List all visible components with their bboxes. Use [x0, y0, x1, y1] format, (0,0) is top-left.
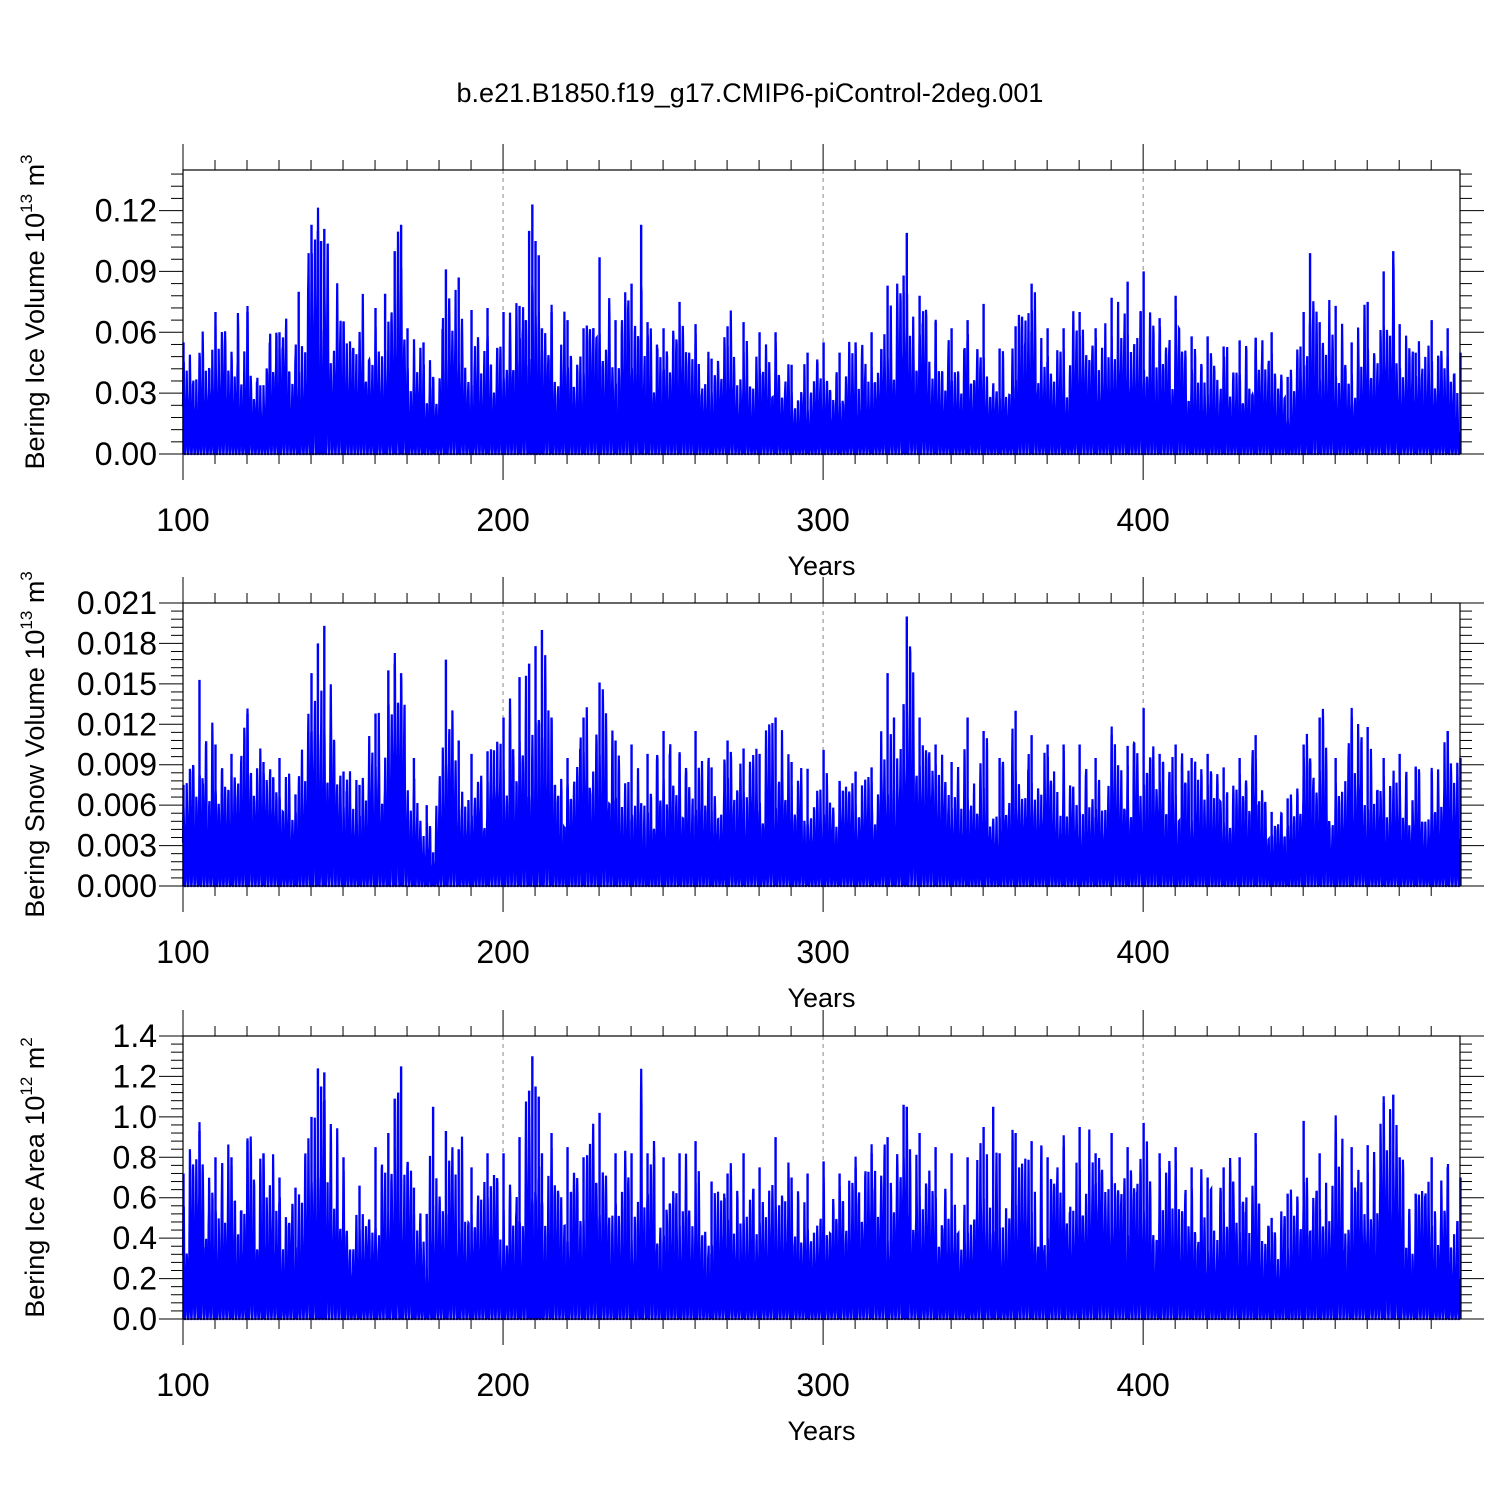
- y-tick-label-7: 0.021: [77, 585, 157, 621]
- y-tick-label-5: 0.015: [77, 666, 157, 702]
- y-tick-label-2: 0.006: [77, 787, 157, 823]
- x-tick-label-0: 100: [156, 1367, 209, 1403]
- y-tick-label-1: 0.003: [77, 828, 157, 864]
- x-tick-label-1: 200: [476, 1367, 529, 1403]
- x-tick-label-0: 100: [156, 502, 209, 538]
- chart-panel-snow-volume: 100 200 300 400 0.000 0.003 0.006 0.009 0.012 0.0…: [17, 571, 1484, 1013]
- plot-frame: [182, 1035, 1461, 1320]
- y-tick-label-4: 0.12: [95, 193, 157, 229]
- y-axis-label: Bering Ice Area 1012 m2: [17, 1037, 50, 1318]
- plot-frame: [182, 169, 1461, 455]
- x-tick-label-2: 300: [796, 502, 849, 538]
- x-axis-label: Years: [787, 551, 855, 581]
- x-tick-label-0: 100: [156, 934, 209, 970]
- y-tick-label-3: 0.6: [113, 1180, 157, 1216]
- y-tick-label-6: 0.018: [77, 625, 157, 661]
- y-tick-label-4: 0.8: [113, 1139, 157, 1175]
- x-tick-label-1: 200: [476, 934, 529, 970]
- y-tick-label-5: 1.0: [113, 1099, 157, 1135]
- x-tick-label-1: 200: [476, 502, 529, 538]
- y-tick-label-2: 0.4: [113, 1220, 157, 1256]
- y-tick-label-4: 0.012: [77, 706, 157, 742]
- y-axis-label: Bering Ice Volume 1013 m3: [17, 154, 50, 469]
- chart-panel-ice-area: 100 200 300 400 0.0 0.2 0.4 0.6 0.8 1.0 1.2 1.4 Year…: [17, 1010, 1484, 1446]
- y-tick-label-3: 0.009: [77, 747, 157, 783]
- y-tick-label-0: 0.00: [95, 436, 157, 472]
- y-tick-label-1: 0.2: [113, 1261, 157, 1297]
- x-tick-label-2: 300: [796, 934, 849, 970]
- y-tick-label-2: 0.06: [95, 314, 157, 350]
- y-tick-label-0: 0.000: [77, 868, 157, 904]
- x-axis-label: Years: [787, 1416, 855, 1446]
- figure-title: b.e21.B1850.f19_g17.CMIP6-piControl-2deg…: [456, 78, 1044, 108]
- x-tick-label-3: 400: [1116, 1367, 1169, 1403]
- x-tick-label-2: 300: [796, 1367, 849, 1403]
- y-tick-label-3: 0.09: [95, 253, 157, 289]
- chart-panel-ice-volume: 100 200 300 400 0.00 0.03 0.06 0.09 0.12 Years Ber…: [17, 144, 1484, 581]
- x-axis-label: Years: [787, 983, 855, 1013]
- plot-frame: [182, 602, 1461, 887]
- y-tick-label-6: 1.2: [113, 1058, 157, 1094]
- y-tick-label-1: 0.03: [95, 375, 157, 411]
- x-tick-label-3: 400: [1116, 934, 1169, 970]
- x-tick-label-3: 400: [1116, 502, 1169, 538]
- y-tick-label-7: 1.4: [113, 1018, 157, 1054]
- y-axis-label: Bering Snow Volume 1013 m3: [17, 571, 50, 918]
- y-tick-label-0: 0.0: [113, 1301, 157, 1337]
